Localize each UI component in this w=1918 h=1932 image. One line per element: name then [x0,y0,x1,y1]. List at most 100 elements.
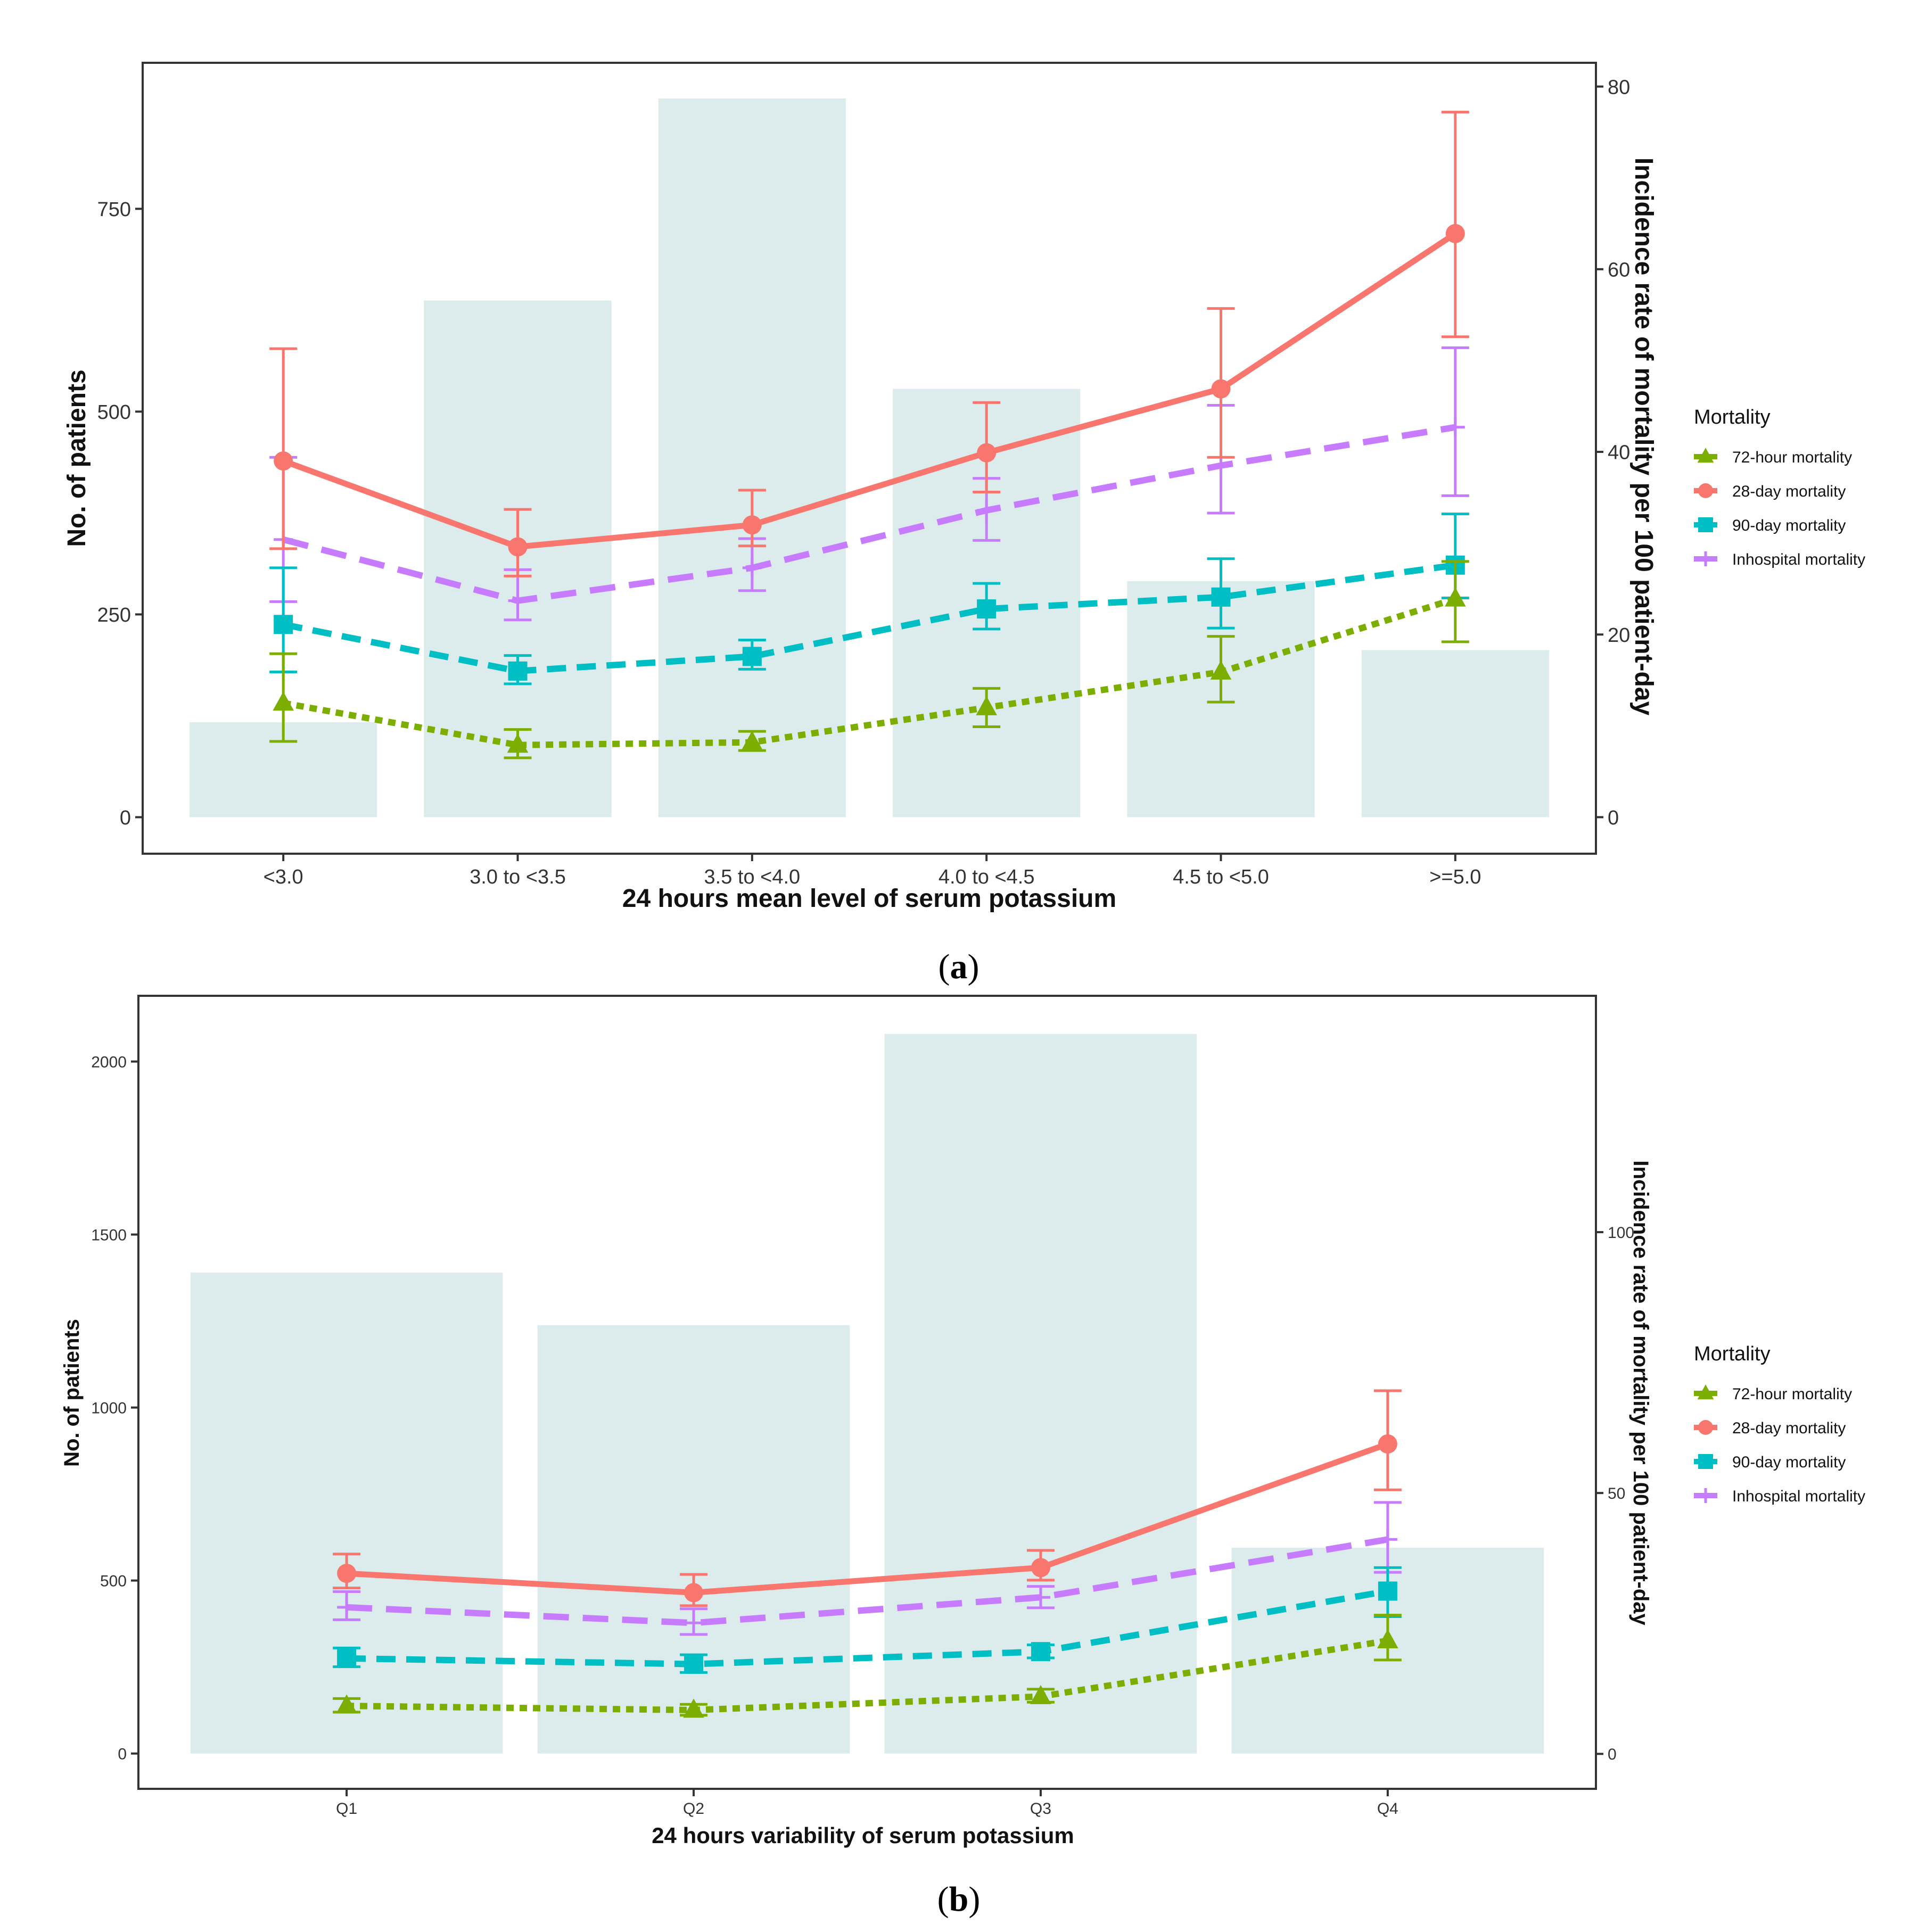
point-marker [1211,587,1231,607]
point-marker [1211,379,1231,399]
series-line [283,562,1456,674]
panel-a-x-title: 24 hours mean level of serum potassium [622,885,1116,913]
x-tick-label: 3.0 to <3.5 [470,866,566,888]
panel-a-legend: Mortality 72-hour mortality 28-day mortal… [1694,406,1865,568]
point-marker [1445,587,1466,607]
panel-b-caption: (b) [937,1880,981,1919]
point-marker [508,661,528,681]
series-72-hour-mortality [269,560,1469,759]
point-marker [1445,417,1465,437]
legend-title: Mortality [1694,1343,1771,1365]
point-marker [977,500,997,520]
legend-key [1694,483,1717,498]
point-marker [1377,1629,1398,1649]
legend-item-label: 90-day mortality [1732,517,1846,534]
point-marker [1445,224,1465,243]
panel-b-caption-letter: b [949,1880,969,1919]
legend-item-90-day-mortality: 90-day mortality [1694,1454,1846,1471]
y2-tick-label: 20 [1608,624,1630,647]
y-tick-label: 2000 [91,1053,127,1071]
panel-b-legend: Mortality 72-hour mortality 28-day mortal… [1694,1343,1865,1505]
point-marker [683,1698,704,1718]
legend-key-marker [1698,1454,1713,1469]
series-line [283,596,1456,748]
x-tick-label: Q4 [1377,1800,1398,1818]
point-marker [684,1583,704,1603]
y-tick-label: 0 [118,1745,127,1763]
legend-key-marker [1697,448,1714,463]
legend-title: Mortality [1694,406,1771,428]
series-72-hour-mortality [333,1614,1402,1718]
panel-b-y2-axis: 0 50 100 [1596,1224,1634,1763]
series-line [346,1536,1388,1626]
point-marker [742,731,763,750]
legend-item-label: Inhospital mortality [1732,551,1865,568]
legend-item-90-day-mortality: 90-day mortality [1694,517,1846,534]
bar-q2 [537,1325,850,1754]
legend-item-28-day-mortality: 28-day mortality [1694,483,1846,500]
x-tick-label: 4.5 to <5.0 [1173,866,1269,888]
legend-item-72-hour-mortality: 72-hour mortality [1694,1384,1852,1403]
panel-b: 0 500 1000 1500 2000 0 50 100 Q1 Q2 Q3 Q4 24 hour… [60,995,1865,1919]
legend-key [1694,448,1717,463]
x-tick-label: Q3 [1030,1800,1051,1818]
panel-a-caption-letter: a [950,947,968,986]
point-marker [336,1694,357,1714]
y2-tick-label: 0 [1608,807,1619,829]
legend-key [1694,517,1717,532]
panel-b-y-axis: 0 500 1000 1500 2000 [91,1053,138,1763]
bar-q1 [190,1273,503,1754]
legend-item-72-hour-mortality: 72-hour mortality [1694,448,1852,466]
error-bar [269,347,298,550]
panel-b-x-title: 24 hours variability of serum potassium [652,1823,1074,1848]
point-marker [274,451,293,471]
point-marker [977,443,997,463]
series-28-day-mortality [269,111,1469,577]
point-marker [1210,660,1232,680]
panel-a-y-axis: 0 250 500 750 [97,199,143,829]
bar-q3 [884,1034,1197,1754]
panel-a-x-axis: <3.0 3.0 to <3.5 3.5 to <4.0 4.0 to <4.5 4.5… [264,854,1481,888]
x-tick-label: 3.5 to <4.0 [704,866,801,888]
x-tick-label: Q1 [336,1800,357,1818]
point-marker [977,599,997,619]
x-tick-label: 4.0 to <4.5 [939,866,1035,888]
series-28-day-mortality [333,1389,1402,1607]
point-marker [337,1564,357,1583]
x-tick-label: <3.0 [264,866,303,888]
series-90-day-mortality [333,1566,1402,1674]
point-marker [1031,1642,1050,1662]
legend-items: 72-hour mortality 28-day mortality 90-day … [1694,448,1865,568]
point-marker [508,591,528,610]
y2-tick-label: 50 [1608,1485,1625,1502]
panel-b-series [333,1389,1402,1718]
legend-key [1694,1454,1717,1469]
panel-a-caption: (a) [939,947,979,986]
x-tick-label: Q2 [683,1800,704,1818]
legend-item-28-day-mortality: 28-day mortality [1694,1419,1846,1437]
legend-item-label: Inhospital mortality [1732,1488,1865,1505]
legend-item-label: 28-day mortality [1732,483,1846,500]
panel-a-y2-title: Incidence rate of mortality per 100 pati… [1629,158,1658,716]
legend-item-inhospital-mortality: Inhospital mortality [1694,551,1865,568]
point-marker [337,1648,357,1668]
legend-item-label: 72-hour mortality [1732,449,1852,466]
legend-key-marker [1698,1420,1713,1435]
point-marker [1378,1530,1397,1549]
y2-tick-label: 40 [1608,442,1630,464]
point-marker [1378,1434,1397,1454]
series-inhospital-mortality [333,1501,1402,1636]
legend-key [1694,1420,1717,1435]
y-tick-label: 1500 [91,1226,127,1244]
bar-5-0 [1361,650,1549,818]
point-marker [742,558,762,577]
y2-tick-label: 100 [1608,1224,1634,1242]
y-tick-label: 0 [120,807,131,829]
bar-3-5-to-4-0 [658,98,846,818]
panel-b-bars [190,1034,1544,1754]
y2-tick-label: 60 [1608,259,1630,281]
legend-key [1694,1384,1717,1400]
point-marker [337,1597,357,1617]
panel-a-series [269,111,1469,759]
